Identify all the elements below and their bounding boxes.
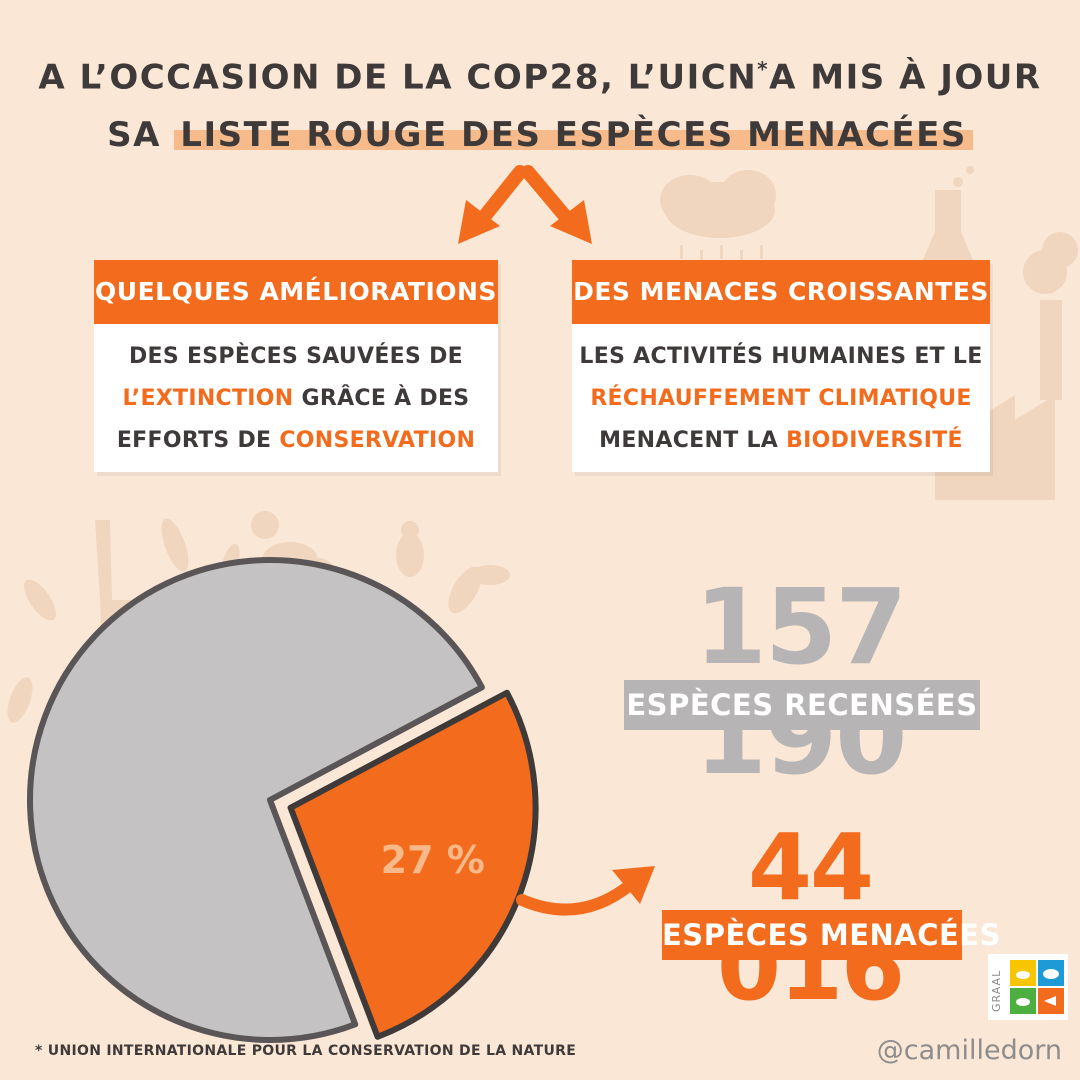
threats-card: DES MENACES CROISSANTES LES ACTIVITÉS HU… [572,260,990,472]
threatened-species-label: ESPÈCES MENACÉES [662,910,1001,960]
improvements-card: QUELQUES AMÉLIORATIONS DES ESPÈCES SAUVÉ… [94,260,498,472]
author-credit: @camilledorn [876,1035,1062,1066]
leaf-icon [7,518,510,723]
improvements-heading: QUELQUES AMÉLIORATIONS [94,260,498,324]
svg-text:GRAAL: GRAAL [990,970,1003,1012]
pie-slice-non-threatened [27,557,485,1043]
climate-keyword: RÉCHAUFFEMENT CLIMATIQUE [590,386,972,411]
pie-slice-threatened [287,689,539,1040]
conservation-keyword: CONSERVATION [279,428,476,453]
biodiversity-keyword: BIODIVERSITÉ [786,428,963,453]
title-line-1: A L’OCCASION DE LA COP28, L’UICN*A MIS À… [38,57,1042,98]
title-line-2: SA LISTE ROUGE DES ESPÈCES MENACÉES [0,106,1080,164]
total-species-label: ESPÈCES RECENSÉES [624,680,980,730]
page-title: A L’OCCASION DE LA COP28, L’UICN*A MIS À… [0,40,1080,164]
graal-logo: GRAAL [988,954,1068,1020]
threats-heading: DES MENACES CROISSANTES [572,260,990,324]
improvements-text: DES ESPÈCES SAUVÉES DE L’EXTINCTION GRÂC… [116,344,476,453]
threats-text: LES ACTIVITÉS HUMAINES ET LE RÉCHAUFFEME… [579,344,983,453]
title-highlight: LISTE ROUGE DES ESPÈCES MENACÉES [174,115,973,156]
footnote: * UNION INTERNATIONALE POUR LA CONSERVAT… [35,1043,577,1059]
bird-icon [396,521,424,577]
extinction-keyword: L’EXTINCTION [122,386,294,411]
rain-cloud-icon [660,170,776,286]
pie-percent-label: 27 % [381,838,485,882]
